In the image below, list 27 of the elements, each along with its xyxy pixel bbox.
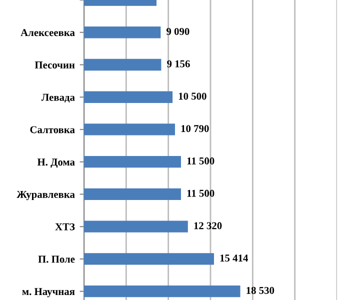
y-tick-label: м. Научная [22,288,75,298]
data-label: 10 500 [178,92,206,100]
data-label: 9 090 [166,28,190,35]
bar [84,58,162,71]
data-label: 12 320 [194,222,222,230]
data-label: 11 500 [187,190,214,197]
data-label: 15 414 [220,254,248,262]
bar [84,188,181,200]
y-tick-label: Левада [41,94,75,103]
y-tick-label: П. Поле [38,256,75,263]
bar [84,26,161,38]
y-tick-label: Песочин [34,62,75,68]
data-label: 9 156 [167,60,190,68]
bar [84,253,214,265]
bar [84,156,181,168]
y-tick-label: Салтовка [30,126,75,134]
data-label: 18 530 [246,286,274,294]
y-tick-label: ХТЗ [55,223,75,230]
y-tick-label: Н. Дома [37,158,75,168]
data-label: 11 500 [187,157,214,164]
bar [84,220,188,232]
y-tick-label: Алексеевка [20,29,75,36]
y-tick-label: Журавлевка [16,191,75,200]
bar [84,91,173,103]
data-label: 10 790 [181,125,209,132]
bar [84,124,175,136]
bar [84,286,240,298]
